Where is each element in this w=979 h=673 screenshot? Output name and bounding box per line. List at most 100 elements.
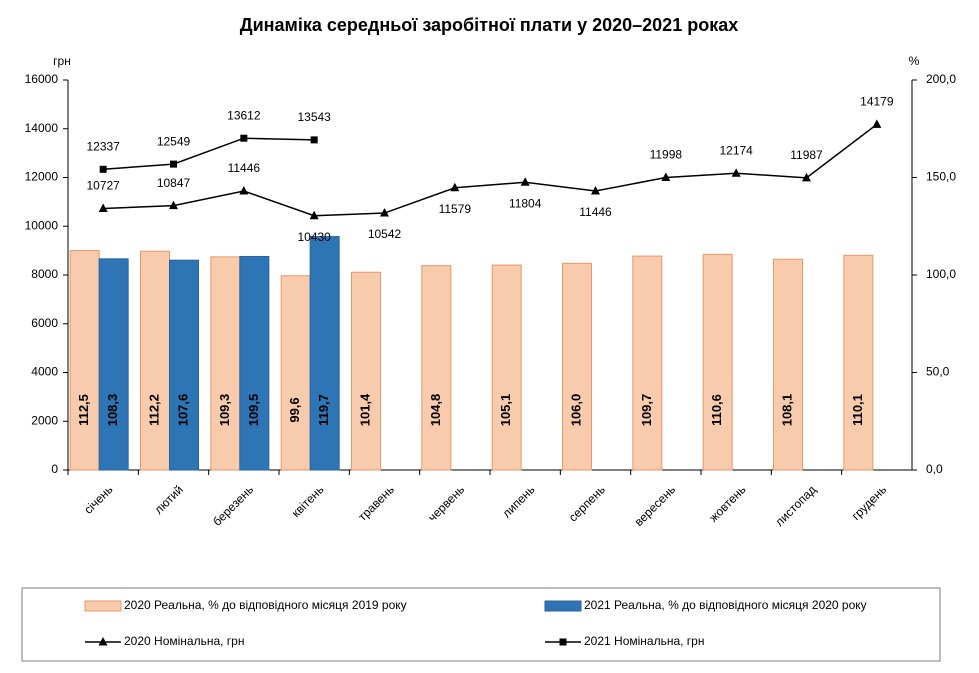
x-tick-label: січень [81,482,115,516]
y-tick-label: 10000 [25,218,59,232]
y2-tick-label: 200,0 [926,72,956,86]
line-value-label: 13612 [227,108,261,122]
line-marker [310,136,318,144]
y-tick-label: 16000 [25,72,59,86]
x-tick-label: грудень [849,482,889,522]
chart-title: Динаміка середньої заробітної плати у 20… [240,15,738,35]
bar [69,250,100,471]
legend-box [21,587,941,662]
bar [773,258,803,471]
line-value-label: 11987 [790,148,823,162]
bar [98,258,129,471]
legend-marker [98,637,108,646]
legend-swatch [544,600,582,612]
bar-value-label: 107,6 [175,394,190,427]
line-value-label: 11998 [650,148,683,162]
bar-value-label: 104,8 [428,394,443,427]
x-tick-label: липень [500,482,538,520]
y2-tick-label: 150,0 [926,170,956,184]
y-tick-label: 12000 [25,170,59,184]
legend-marker [559,638,567,646]
y-tick-label: 4000 [31,365,58,379]
line-value-label: 12549 [157,134,191,148]
bar-value-label: 101,4 [357,393,372,426]
y-tick-label: 8000 [31,267,58,281]
line-value-label: 10542 [368,227,402,241]
x-tick-label: березень [210,482,256,528]
line-value-label: 12337 [86,139,120,153]
line-value-label: 11446 [228,161,261,175]
line-value-label: 14179 [860,95,894,109]
line-value-label: 11579 [439,202,472,216]
line-marker [98,203,108,213]
line-marker [591,186,600,195]
line-marker [170,160,177,168]
bar-value-label: 110,6 [709,394,724,426]
line-marker [802,172,811,182]
bar [702,253,733,471]
bar [421,265,452,471]
bar [169,259,199,471]
line-marker [450,182,460,192]
x-tick-label: квітень [289,482,327,520]
bar-value-label: 99,6 [287,397,302,422]
bar [280,275,311,471]
bar-value-label: 109,3 [217,394,232,427]
bar [351,271,381,471]
bar [140,250,170,471]
y2-tick-label: 50,0 [926,365,950,379]
x-tick-label: червень [425,482,467,524]
y-tick-label: 14000 [25,121,59,135]
y-tick-label: 2000 [31,413,58,427]
bar-value-label: 119,7 [316,394,331,426]
line-marker [872,119,882,128]
bar-value-label: 110,1 [850,394,865,426]
bar-value-label: 112,5 [76,394,91,426]
legend-label: 2020 Реальна, % до відповідного місяця 2… [124,598,407,612]
line-value-label: 12174 [719,143,753,157]
x-tick-label: жовтень [706,482,748,524]
line-marker [520,177,530,186]
x-tick-label: травень [355,482,396,523]
y-axis-label: грн [53,54,71,68]
line-marker [661,172,671,182]
line-value-label: 11446 [579,205,612,219]
y-tick-label: 0 [51,462,58,476]
x-tick-label: вересень [632,482,679,529]
line-marker [309,210,319,220]
bar-value-label: 108,1 [779,394,794,427]
bar-value-label: 109,5 [246,394,261,427]
bar [562,262,592,471]
bar-value-label: 108,3 [105,394,120,427]
line-value-label: 10847 [157,176,191,190]
legend-label: 2020 Номінальна, грн [124,634,245,648]
y-tick-label: 6000 [31,316,58,330]
line-marker [169,200,178,210]
line [103,123,878,217]
y2-axis-label: % [909,54,920,68]
line-marker [99,165,107,173]
bar [491,264,522,471]
bar-value-label: 112,2 [146,394,161,426]
line-marker [380,208,389,217]
bar [210,256,241,471]
legend-label: 2021 Номінальна, грн [584,634,705,648]
x-tick-label: лютий [151,482,185,516]
line-marker [731,168,741,177]
line-marker [239,186,249,195]
line-value-label: 11804 [509,196,542,210]
x-tick-label: листопад [772,482,819,529]
bar [239,255,270,471]
bar-value-label: 105,1 [498,394,513,427]
y2-tick-label: 0,0 [926,462,943,476]
bar [632,255,663,471]
line [103,137,315,171]
legend-swatch [84,600,122,612]
bar-value-label: 106,0 [568,394,583,427]
y2-tick-label: 100,0 [926,267,956,281]
line-marker [240,134,248,142]
bar [309,236,340,471]
line-value-label: 13543 [297,110,331,124]
line-value-label: 10727 [86,179,120,193]
